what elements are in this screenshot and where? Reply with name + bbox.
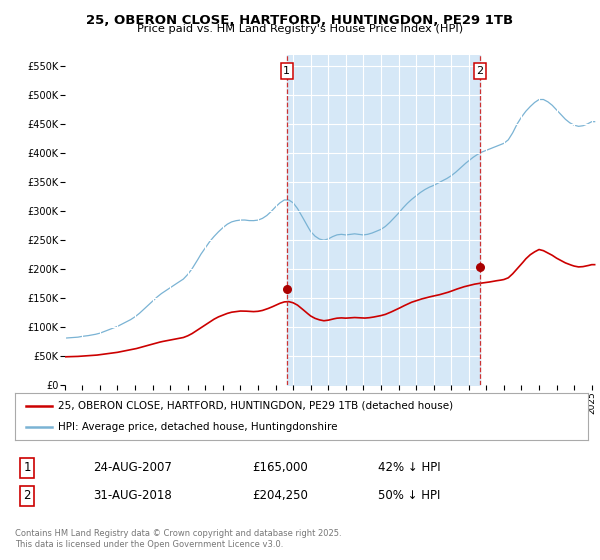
Point bbox=[475, 262, 485, 271]
Text: 1: 1 bbox=[23, 461, 31, 474]
Text: Price paid vs. HM Land Registry's House Price Index (HPI): Price paid vs. HM Land Registry's House … bbox=[137, 24, 463, 34]
Text: 42% ↓ HPI: 42% ↓ HPI bbox=[378, 461, 440, 474]
Text: 50% ↓ HPI: 50% ↓ HPI bbox=[378, 489, 440, 502]
Text: 25, OBERON CLOSE, HARTFORD, HUNTINGDON, PE29 1TB (detached house): 25, OBERON CLOSE, HARTFORD, HUNTINGDON, … bbox=[58, 400, 453, 410]
Text: 2: 2 bbox=[23, 489, 31, 502]
Text: £165,000: £165,000 bbox=[252, 461, 308, 474]
Point bbox=[282, 284, 292, 293]
Text: 2: 2 bbox=[476, 66, 484, 76]
Text: Contains HM Land Registry data © Crown copyright and database right 2025.
This d: Contains HM Land Registry data © Crown c… bbox=[15, 529, 341, 549]
Text: £204,250: £204,250 bbox=[252, 489, 308, 502]
Text: 1: 1 bbox=[283, 66, 290, 76]
Text: 24-AUG-2007: 24-AUG-2007 bbox=[93, 461, 172, 474]
Text: 31-AUG-2018: 31-AUG-2018 bbox=[93, 489, 172, 502]
Text: 25, OBERON CLOSE, HARTFORD, HUNTINGDON, PE29 1TB: 25, OBERON CLOSE, HARTFORD, HUNTINGDON, … bbox=[86, 14, 514, 27]
Text: HPI: Average price, detached house, Huntingdonshire: HPI: Average price, detached house, Hunt… bbox=[58, 422, 337, 432]
